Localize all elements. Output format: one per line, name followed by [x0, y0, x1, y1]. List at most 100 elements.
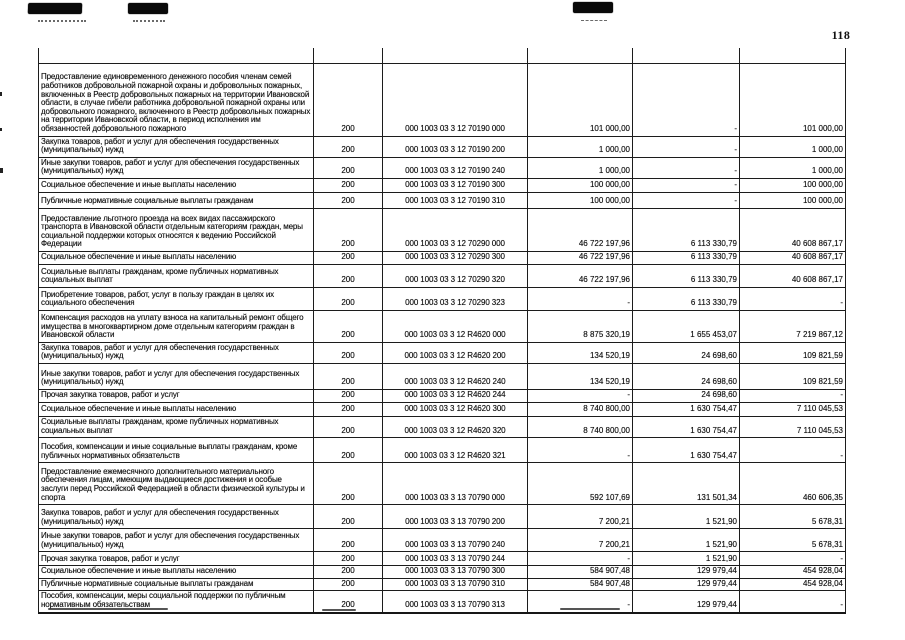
table-row: Публичные нормативные социальные выплаты…: [38, 191, 846, 209]
budget-classification-code-cell: 000 1003 03 3 13 70790 240: [382, 528, 528, 553]
expenditure-name-cell: Пособия, компенсации, меры социальной по…: [38, 590, 314, 614]
amount-executed-cell: 1 655 453,07: [632, 309, 740, 343]
expenditure-name-cell: Закупка товаров, работ и услуг для обесп…: [38, 135, 314, 158]
table-row: Иные закупки товаров, работ и услуг для …: [38, 528, 846, 553]
table-row: Публичные нормативные социальные выплаты…: [38, 577, 846, 592]
budget-classification-code-cell: 000 1003 03 3 13 70790 310: [382, 577, 528, 592]
kvr-code-cell: 200: [313, 416, 383, 439]
empty-cell: [313, 48, 383, 64]
amount-approved-cell: 134 520,19: [527, 341, 633, 365]
kvr-code-cell: 200: [313, 156, 383, 179]
table-row: Предоставление льготного проезда на всех…: [38, 207, 846, 252]
amount-remainder-cell: -: [739, 551, 846, 567]
amount-approved-cell: 8 740 800,00: [527, 402, 633, 418]
amount-executed-cell: 24 698,60: [632, 341, 740, 365]
budget-classification-code-cell: 000 1003 03 3 12 70290 300: [382, 250, 528, 265]
expenditure-name-cell: Социальное обеспечение и иные выплаты на…: [38, 402, 314, 418]
table-row: Компенсация расходов на уплату взноса на…: [38, 309, 846, 343]
budget-classification-code-cell: 000 1003 03 3 13 70790 200: [382, 504, 528, 530]
amount-remainder-cell: 109 821,59: [739, 363, 846, 391]
amount-executed-cell: 131 501,34: [632, 462, 740, 506]
amount-approved-cell: 8 740 800,00: [527, 416, 633, 439]
amount-remainder-cell: 40 608 867,17: [739, 207, 846, 252]
expenditure-name-cell: Публичные нормативные социальные выплаты…: [38, 191, 314, 209]
table-row: Прочая закупка товаров, работ и услуг 200…: [38, 389, 846, 404]
amount-executed-cell: -: [632, 177, 740, 193]
budget-classification-code-cell: 000 1003 03 3 12 70290 000: [382, 207, 528, 252]
budget-classification-code-cell: 000 1003 03 3 12 R4620 300: [382, 402, 528, 418]
amount-remainder-cell: -: [739, 389, 846, 404]
kvr-code-cell: 200: [313, 577, 383, 592]
kvr-code-cell: 200: [313, 528, 383, 553]
expenditure-name-cell: Социальное обеспечение и иные выплаты на…: [38, 250, 314, 265]
kvr-code-cell: 200: [313, 62, 383, 137]
table-row: Пособия, компенсации, меры социальной по…: [38, 590, 846, 614]
amount-approved-cell: -: [527, 551, 633, 567]
budget-classification-code-cell: 000 1003 03 3 12 70190 200: [382, 135, 528, 158]
table-row: Пособия, компенсации и иные социальные в…: [38, 437, 846, 464]
expenditure-name-cell: Прочая закупка товаров, работ и услуг: [38, 389, 314, 404]
amount-remainder-cell: -: [739, 590, 846, 614]
amount-approved-cell: 100 000,00: [527, 177, 633, 193]
amount-approved-cell: 592 107,69: [527, 462, 633, 506]
budget-classification-code-cell: 000 1003 03 3 13 70790 300: [382, 565, 528, 579]
budget-classification-code-cell: 000 1003 03 3 12 R4620 320: [382, 416, 528, 439]
amount-remainder-cell: 1 000,00: [739, 156, 846, 179]
amount-remainder-cell: 5 678,31: [739, 528, 846, 553]
expenditure-name-cell: Публичные нормативные социальные выплаты…: [38, 577, 314, 592]
expenditure-name-cell: Предоставление льготного проезда на всех…: [38, 207, 314, 252]
table-row: Закупка товаров, работ и услуг для обесп…: [38, 341, 846, 365]
amount-remainder-cell: 100 000,00: [739, 191, 846, 209]
amount-remainder-cell: 40 608 867,17: [739, 263, 846, 288]
empty-cell: [382, 48, 528, 64]
scan-speck: [0, 128, 2, 131]
amount-approved-cell: 101 000,00: [527, 62, 633, 137]
amount-remainder-cell: 460 606,35: [739, 462, 846, 506]
table-row: Закупка товаров, работ и услуг для обесп…: [38, 135, 846, 158]
kvr-code-cell: 200: [313, 590, 383, 614]
amount-executed-cell: 24 698,60: [632, 389, 740, 404]
amount-remainder-cell: 454 928,04: [739, 577, 846, 592]
expenditure-name-cell: Иные закупки товаров, работ и услуг для …: [38, 156, 314, 179]
amount-executed-cell: 1 630 754,47: [632, 402, 740, 418]
budget-classification-code-cell: 000 1003 03 3 13 70790 000: [382, 462, 528, 506]
table-row: Закупка товаров, работ и услуг для обесп…: [38, 504, 846, 530]
table-continuation-stub-row: [38, 48, 846, 64]
budget-classification-code-cell: 000 1003 03 3 12 R4620 240: [382, 363, 528, 391]
table-row: Социальные выплаты гражданам, кроме публ…: [38, 263, 846, 288]
expenditure-name-cell: Компенсация расходов на уплату взноса на…: [38, 309, 314, 343]
amount-executed-cell: 1 630 754,47: [632, 416, 740, 439]
page-number: 118: [831, 28, 851, 42]
amount-approved-cell: -: [527, 389, 633, 404]
amount-approved-cell: 7 200,21: [527, 504, 633, 530]
kvr-code-cell: 200: [313, 135, 383, 158]
amount-executed-cell: 6 113 330,79: [632, 286, 740, 311]
amount-remainder-cell: 5 678,31: [739, 504, 846, 530]
expenditure-name-cell: Прочая закупка товаров, работ и услуг: [38, 551, 314, 567]
amount-remainder-cell: 109 821,59: [739, 341, 846, 365]
table-row: Прочая закупка товаров, работ и услуг 200…: [38, 551, 846, 567]
amount-executed-cell: 129 979,44: [632, 590, 740, 614]
expenditure-name-cell: Иные закупки товаров, работ и услуг для …: [38, 528, 314, 553]
amount-approved-cell: 46 722 197,96: [527, 250, 633, 265]
budget-classification-code-cell: 000 1003 03 3 12 70290 323: [382, 286, 528, 311]
amount-approved-cell: 46 722 197,96: [527, 263, 633, 288]
redaction-dots: [581, 20, 607, 23]
expenditure-name-cell: Социальные выплаты гражданам, кроме публ…: [38, 263, 314, 288]
empty-cell: [527, 48, 633, 64]
amount-executed-cell: 1 521,90: [632, 504, 740, 530]
budget-classification-code-cell: 000 1003 03 3 12 R4620 000: [382, 309, 528, 343]
amount-approved-cell: -: [527, 590, 633, 614]
redaction-mark: [27, 3, 83, 14]
redaction-mark: [573, 2, 613, 13]
budget-classification-code-cell: 000 1003 03 3 12 70190 300: [382, 177, 528, 193]
expenditure-name-cell: Предоставление ежемесячного дополнительн…: [38, 462, 314, 506]
amount-remainder-cell: 454 928,04: [739, 565, 846, 579]
amount-executed-cell: -: [632, 191, 740, 209]
kvr-code-cell: 200: [313, 309, 383, 343]
budget-classification-code-cell: 000 1003 03 3 12 R4620 244: [382, 389, 528, 404]
empty-cell: [739, 48, 846, 64]
amount-approved-cell: 1 000,00: [527, 135, 633, 158]
amount-executed-cell: 129 979,44: [632, 577, 740, 592]
